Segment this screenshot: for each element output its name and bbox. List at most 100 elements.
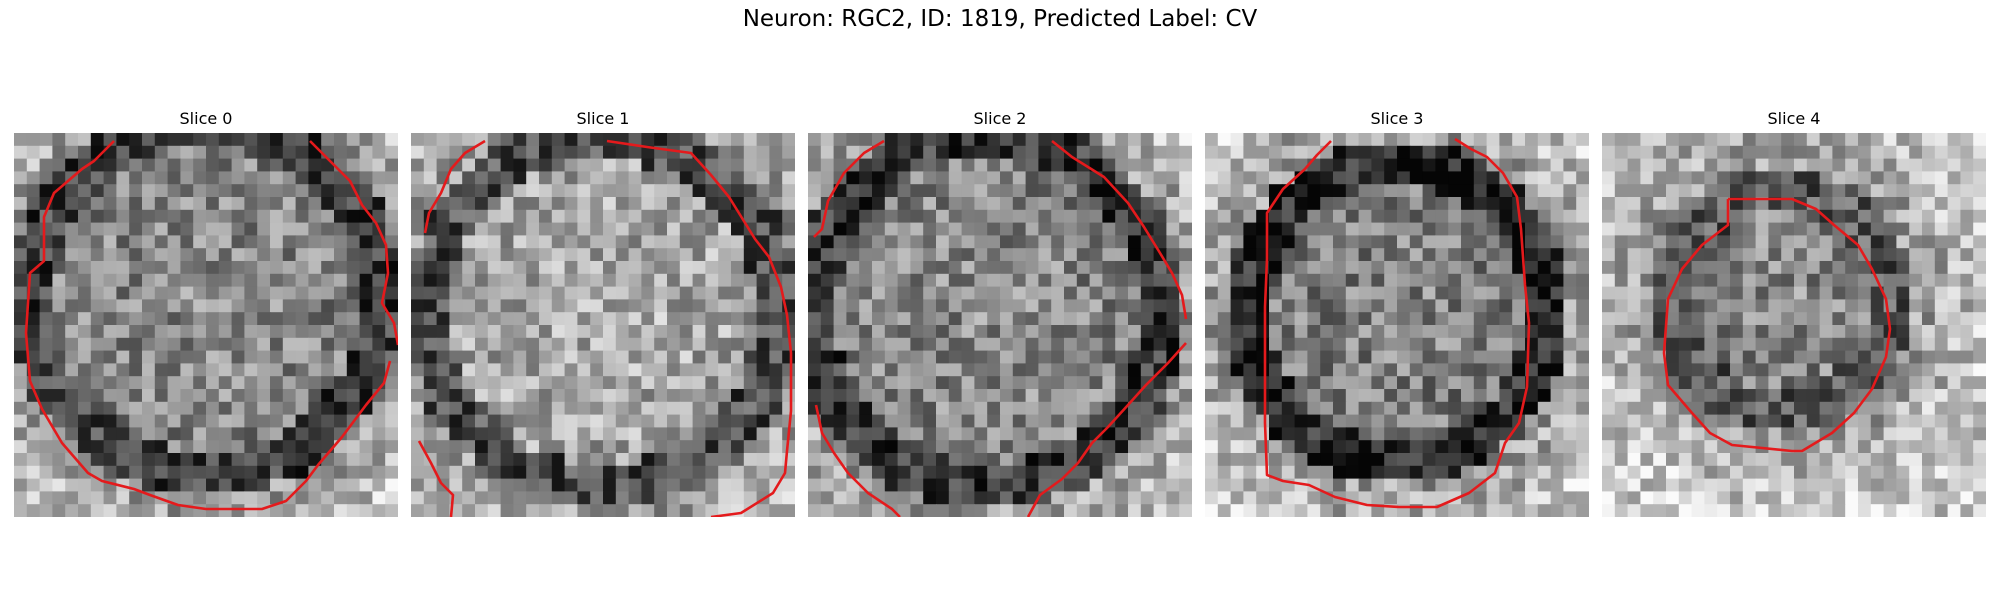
- pixel: [859, 376, 873, 390]
- pixel: [1371, 312, 1385, 326]
- pixel: [487, 325, 502, 339]
- pixel: [1909, 248, 1923, 262]
- pixel: [1934, 440, 1949, 454]
- pixel: [1473, 171, 1488, 185]
- pixel: [654, 427, 668, 441]
- pixel: [808, 235, 822, 249]
- pixel: [1294, 414, 1308, 428]
- pixel: [1345, 286, 1360, 300]
- pixel: [513, 504, 527, 517]
- pixel: [65, 286, 79, 300]
- pixel: [923, 209, 937, 224]
- pixel: [769, 337, 783, 352]
- pixel: [1512, 273, 1526, 288]
- pixel: [603, 350, 617, 364]
- pixel: [1256, 286, 1270, 300]
- pixel: [1473, 273, 1488, 288]
- pixel: [1627, 504, 1641, 517]
- pixel: [295, 248, 309, 262]
- pixel: [731, 312, 745, 326]
- pixel: [1845, 171, 1859, 185]
- pixel: [564, 350, 578, 364]
- pixel: [910, 427, 924, 441]
- pixel: [449, 222, 463, 236]
- pixel: [1064, 184, 1078, 198]
- pixel: [731, 261, 745, 275]
- pixel: [308, 325, 322, 339]
- pixel: [1217, 184, 1232, 198]
- pixel: [731, 478, 745, 492]
- pixel: [539, 376, 553, 390]
- pixel: [385, 222, 398, 236]
- pixel: [1602, 235, 1616, 249]
- pixel: [1678, 197, 1693, 211]
- pixel: [743, 389, 758, 403]
- pixel: [385, 235, 398, 249]
- pixel: [1627, 465, 1641, 480]
- pixel: [1602, 414, 1616, 428]
- pixel: [1819, 312, 1833, 326]
- pixel: [142, 235, 156, 249]
- pixel: [1153, 209, 1167, 224]
- pixel: [78, 325, 92, 339]
- pixel: [436, 440, 450, 454]
- pixel: [1409, 312, 1424, 326]
- pixel: [321, 235, 335, 249]
- pixel: [1653, 478, 1667, 492]
- pixel: [321, 427, 335, 441]
- pixel: [564, 427, 578, 441]
- pixel: [116, 145, 130, 160]
- pixel: [1768, 440, 1782, 454]
- pixel: [1973, 440, 1986, 454]
- contour-line: [606, 139, 793, 517]
- pixel: [1896, 209, 1910, 224]
- pixel: [923, 286, 937, 300]
- pixel: [90, 312, 105, 326]
- pixel: [180, 337, 194, 352]
- pixel: [808, 427, 822, 441]
- pixel: [436, 491, 450, 505]
- pixel: [90, 235, 105, 249]
- pixel: [436, 465, 450, 480]
- pixel: [923, 491, 937, 505]
- pixel: [244, 312, 258, 326]
- pixel: [1576, 209, 1589, 224]
- pixel: [1243, 286, 1257, 300]
- pixel: [654, 235, 668, 249]
- pixel: [808, 209, 822, 224]
- pixel: [679, 222, 694, 236]
- pixel: [1640, 440, 1654, 454]
- pixel: [1345, 145, 1360, 160]
- pixel: [936, 401, 950, 416]
- pixel: [1089, 350, 1103, 364]
- pixel: [1602, 209, 1616, 224]
- pixel: [1909, 414, 1923, 428]
- pixel: [1678, 478, 1693, 492]
- pixel: [1614, 248, 1629, 262]
- pixel: [1461, 325, 1475, 339]
- pixel: [1525, 235, 1539, 249]
- pixel: [1102, 453, 1116, 467]
- pixel: [129, 261, 143, 275]
- pixel: [270, 158, 284, 172]
- pixel: [90, 401, 105, 416]
- segmentation-contour: [813, 139, 1188, 517]
- pixel: [1550, 248, 1564, 262]
- pixel: [1678, 286, 1693, 300]
- pixel: [346, 133, 361, 147]
- pixel: [1358, 235, 1372, 249]
- pixel: [1038, 401, 1052, 416]
- pixel: [756, 465, 770, 480]
- pixel: [1640, 337, 1654, 352]
- pixel: [1614, 184, 1629, 198]
- pixel: [513, 414, 527, 428]
- pixel: [1038, 453, 1052, 467]
- pixel: [1806, 235, 1821, 249]
- pixel: [1742, 389, 1757, 403]
- pixel: [1550, 158, 1564, 172]
- pixel: [526, 222, 540, 236]
- pixel: [1704, 401, 1718, 416]
- pixel: [1742, 261, 1757, 275]
- pixel: [974, 145, 988, 160]
- pixel: [1473, 414, 1488, 428]
